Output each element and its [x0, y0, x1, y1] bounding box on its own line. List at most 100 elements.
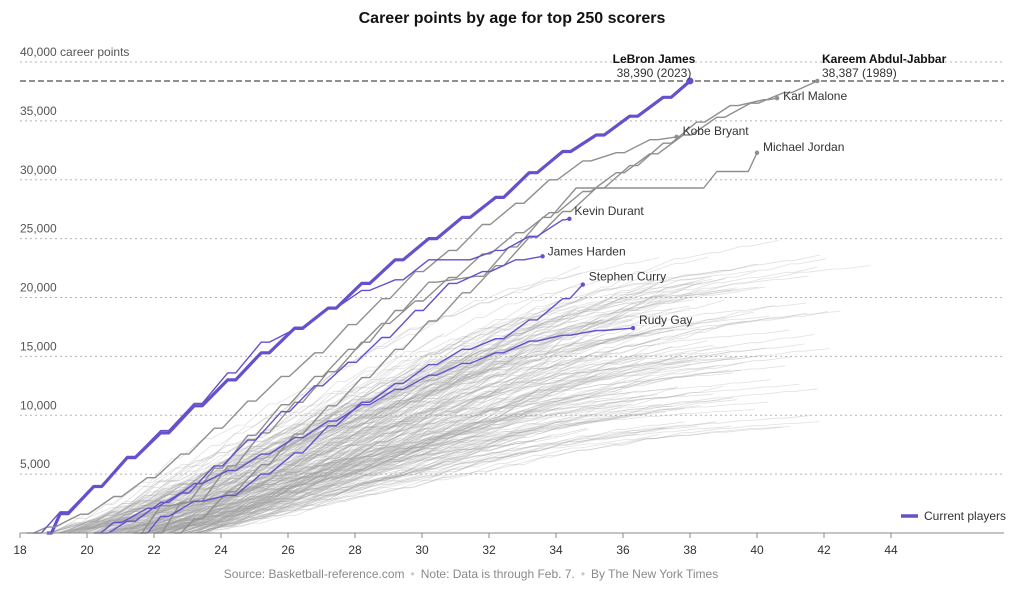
background-series-group — [40, 240, 871, 534]
background-series-line — [105, 407, 439, 534]
background-series-line — [94, 322, 642, 534]
background-series-line — [149, 390, 491, 534]
background-series-line — [121, 439, 477, 534]
background-series-line — [161, 333, 570, 534]
background-series-line — [84, 409, 755, 534]
background-series-line — [114, 433, 638, 534]
background-series-line — [114, 394, 552, 534]
background-series-line — [143, 396, 590, 534]
y-tick-label: 5,000 — [20, 457, 50, 471]
background-series-line — [152, 347, 766, 534]
background-series-line — [161, 328, 700, 534]
record-annotation-name: LeBron James — [613, 52, 696, 66]
background-series-line — [101, 329, 789, 534]
background-series-line — [59, 368, 611, 534]
background-series-line — [100, 434, 444, 534]
x-tick-label: 28 — [348, 543, 362, 557]
background-series-line — [65, 403, 404, 534]
x-tick-label: 30 — [415, 543, 429, 557]
background-series-line — [196, 353, 642, 534]
background-series-line — [182, 379, 563, 534]
background-series-line — [162, 306, 579, 534]
series-end-point — [567, 216, 572, 221]
background-series-line — [178, 362, 745, 534]
background-series-line — [65, 393, 713, 534]
x-tick-label: 36 — [616, 543, 630, 557]
byline: By The New York Times — [591, 567, 719, 581]
background-series-line — [162, 356, 646, 534]
background-series-line — [142, 427, 668, 534]
background-series-line — [98, 291, 741, 534]
background-series-line — [127, 369, 742, 534]
background-series-line — [107, 332, 651, 534]
background-series-line — [144, 434, 660, 534]
background-series-line — [136, 349, 483, 534]
background-series-line — [79, 394, 658, 534]
background-series-line — [176, 326, 645, 534]
background-series-line — [193, 345, 527, 534]
background-series-line — [185, 421, 820, 534]
y-tick-label: 25,000 — [20, 222, 57, 236]
background-series-line — [194, 265, 871, 534]
series-end-point — [754, 150, 760, 155]
background-series-line — [41, 343, 595, 534]
series-end-point — [674, 134, 679, 140]
background-series-line — [119, 337, 522, 534]
background-series-line — [156, 388, 502, 534]
background-series-line — [145, 378, 673, 534]
background-series-line — [120, 438, 464, 534]
background-series-line — [188, 258, 827, 534]
background-series-line — [126, 344, 714, 534]
background-series-line — [101, 324, 694, 534]
background-series-line — [153, 355, 682, 534]
source-note: Source: Basketball-reference.com — [223, 567, 405, 581]
series-line-kareem-abdul-jabbar — [154, 80, 818, 534]
background-series-line — [154, 348, 830, 534]
background-series-line — [84, 319, 603, 534]
chart-title: Career points by age for top 250 scorers — [358, 10, 666, 27]
background-series-line — [170, 369, 731, 534]
background-series-line — [159, 379, 653, 534]
background-series-line — [90, 314, 637, 534]
background-series-line — [106, 355, 748, 534]
background-series-line — [130, 353, 592, 534]
background-series-line — [190, 407, 559, 534]
background-series-line — [196, 278, 705, 534]
background-series-line — [195, 343, 656, 534]
background-series-line — [77, 361, 417, 534]
background-series-line — [117, 308, 673, 534]
background-series-line — [151, 390, 623, 534]
y-tick-label: 30,000 — [20, 163, 57, 177]
background-series-line — [102, 297, 587, 534]
background-series-line — [48, 432, 491, 534]
background-series-line — [60, 344, 520, 534]
background-series-line — [197, 426, 541, 534]
background-series-line — [110, 403, 661, 534]
background-series-line — [185, 443, 525, 534]
y-tick-label: 35,000 — [20, 104, 57, 118]
background-series-line — [162, 430, 499, 534]
background-series-line — [124, 395, 601, 534]
background-series-line — [146, 289, 732, 534]
background-series-line — [120, 447, 438, 534]
background-series-line — [189, 450, 537, 534]
background-series-line — [142, 338, 661, 534]
background-series-line — [116, 337, 533, 534]
background-series-line — [194, 282, 702, 534]
series-label: Michael Jordan — [763, 140, 844, 154]
background-series-line — [147, 427, 665, 534]
background-series-line — [90, 437, 559, 534]
record-annotation-detail: 38,390 (2023) — [617, 66, 692, 80]
background-series-line — [145, 361, 589, 534]
background-series-line — [135, 353, 684, 534]
background-series-line — [152, 346, 673, 534]
background-series-line — [52, 338, 584, 534]
background-series-line — [85, 421, 572, 534]
background-series-line — [180, 310, 841, 534]
x-tick-label: 34 — [549, 543, 563, 557]
background-series-line — [117, 343, 554, 534]
background-series-line — [190, 387, 562, 534]
background-series-line — [151, 343, 805, 534]
background-series-line — [50, 421, 396, 534]
